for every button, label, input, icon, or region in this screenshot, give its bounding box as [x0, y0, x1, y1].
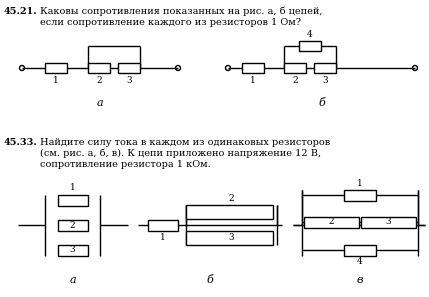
Text: а: а [69, 275, 76, 285]
Bar [45, 63, 67, 73]
Bar [57, 244, 88, 255]
Text: 3: 3 [69, 246, 76, 255]
Text: 4: 4 [307, 30, 313, 39]
Bar [299, 41, 321, 51]
Bar [344, 189, 376, 200]
Bar [344, 244, 376, 255]
Text: 45.33.: 45.33. [4, 138, 38, 147]
Bar [361, 217, 416, 228]
Bar [186, 205, 273, 219]
Text: Найдите силу тока в каждом из одинаковых резисторов: Найдите силу тока в каждом из одинаковых… [40, 138, 330, 147]
Bar [57, 195, 88, 206]
Bar [57, 219, 88, 230]
Text: 1: 1 [160, 233, 166, 241]
Text: в: в [357, 275, 363, 285]
Text: а: а [97, 98, 103, 108]
Text: 3: 3 [126, 76, 132, 85]
Bar [304, 217, 359, 228]
Text: 2: 2 [229, 194, 234, 203]
Bar [186, 231, 273, 245]
Bar [242, 63, 264, 73]
Bar [88, 63, 110, 73]
Text: (см. рис. а, б, в). К цепи приложено напряжение 12 В,: (см. рис. а, б, в). К цепи приложено нап… [40, 149, 321, 159]
Text: 2: 2 [96, 76, 102, 85]
Bar [314, 63, 336, 73]
Text: 3: 3 [322, 76, 328, 85]
Text: б: б [207, 275, 213, 285]
Text: 1: 1 [357, 178, 363, 187]
Text: 2: 2 [69, 220, 76, 230]
Text: если сопротивление каждого из резисторов 1 Ом?: если сопротивление каждого из резисторов… [40, 18, 301, 27]
Text: сопротивление резистора 1 кОм.: сопротивление резистора 1 кОм. [40, 160, 211, 169]
Text: б: б [319, 98, 325, 108]
Text: 45.21.: 45.21. [4, 7, 38, 16]
Bar [118, 63, 140, 73]
Text: 3: 3 [386, 217, 391, 227]
Text: 1: 1 [53, 76, 59, 85]
Text: Каковы сопротивления показанных на рис. а, б цепей,: Каковы сопротивления показанных на рис. … [40, 7, 323, 17]
Text: 1: 1 [250, 76, 256, 85]
Text: 3: 3 [229, 233, 234, 242]
Text: 1: 1 [69, 184, 76, 192]
Text: 2: 2 [292, 76, 298, 85]
Text: 2: 2 [329, 217, 334, 227]
Text: 4: 4 [357, 257, 363, 266]
Bar [148, 219, 178, 230]
Bar [284, 63, 306, 73]
